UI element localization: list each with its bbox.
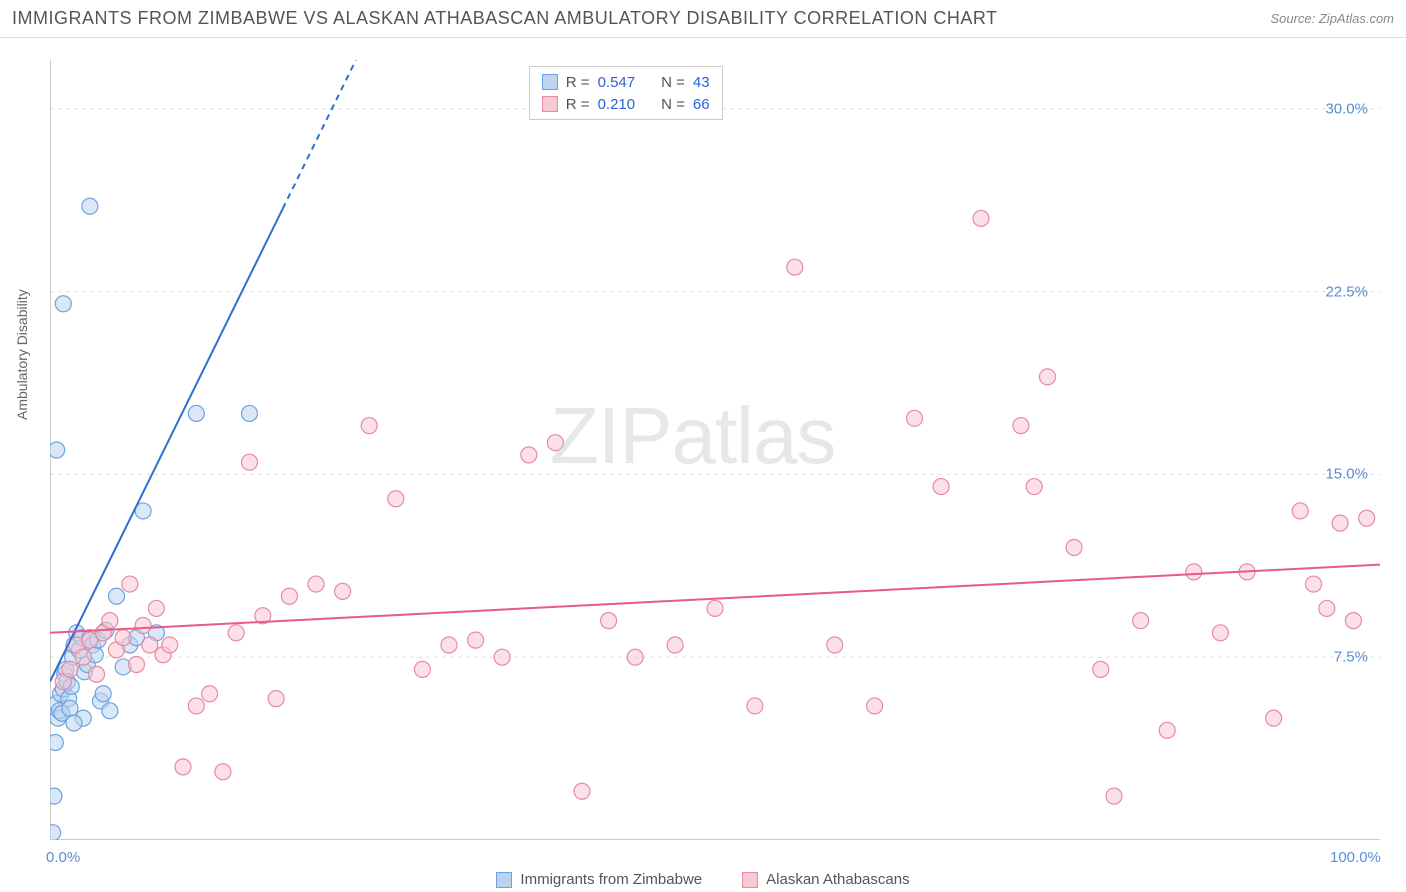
y-tick-label: 7.5%: [1334, 649, 1368, 666]
stat-N-value: 43: [693, 74, 710, 91]
chart-title: IMMIGRANTS FROM ZIMBABWE VS ALASKAN ATHA…: [12, 8, 998, 29]
legend-item-athabascan: Alaskan Athabascans: [742, 871, 909, 888]
legend-item-zimbabwe: Immigrants from Zimbabwe: [496, 871, 702, 888]
stat-R-label: R =: [566, 74, 590, 91]
stats-legend-box: R = 0.547 N = 43 R = 0.210 N = 66: [529, 66, 723, 120]
source-label: Source: ZipAtlas.com: [1270, 11, 1394, 26]
y-tick-label: 22.5%: [1325, 283, 1368, 300]
stat-R-label: R =: [566, 96, 590, 113]
x-tick-label: 100.0%: [1330, 849, 1381, 866]
stat-N-label: N =: [661, 96, 685, 113]
y-axis-label: Ambulatory Disability: [14, 289, 30, 420]
footer-legend: Immigrants from Zimbabwe Alaskan Athabas…: [0, 871, 1406, 888]
legend-label: Immigrants from Zimbabwe: [520, 871, 702, 888]
stats-row: R = 0.210 N = 66: [542, 93, 710, 115]
stat-R-value: 0.210: [598, 96, 636, 113]
stats-swatch-icon: [542, 96, 558, 112]
stat-R-value: 0.547: [598, 74, 636, 91]
y-tick-label: 30.0%: [1325, 100, 1368, 117]
header-bar: IMMIGRANTS FROM ZIMBABWE VS ALASKAN ATHA…: [0, 0, 1406, 38]
stats-row: R = 0.547 N = 43: [542, 71, 710, 93]
legend-swatch-icon: [496, 872, 512, 888]
y-tick-label: 15.0%: [1325, 466, 1368, 483]
stats-swatch-icon: [542, 74, 558, 90]
legend-label: Alaskan Athabascans: [766, 871, 909, 888]
stat-N-label: N =: [661, 74, 685, 91]
x-tick-label: 0.0%: [46, 849, 80, 866]
scatter-chart: [50, 60, 1380, 840]
stat-N-value: 66: [693, 96, 710, 113]
legend-swatch-icon: [742, 872, 758, 888]
chart-area: ZIPatlas R = 0.547 N = 43 R = 0.210 N = …: [50, 60, 1380, 840]
